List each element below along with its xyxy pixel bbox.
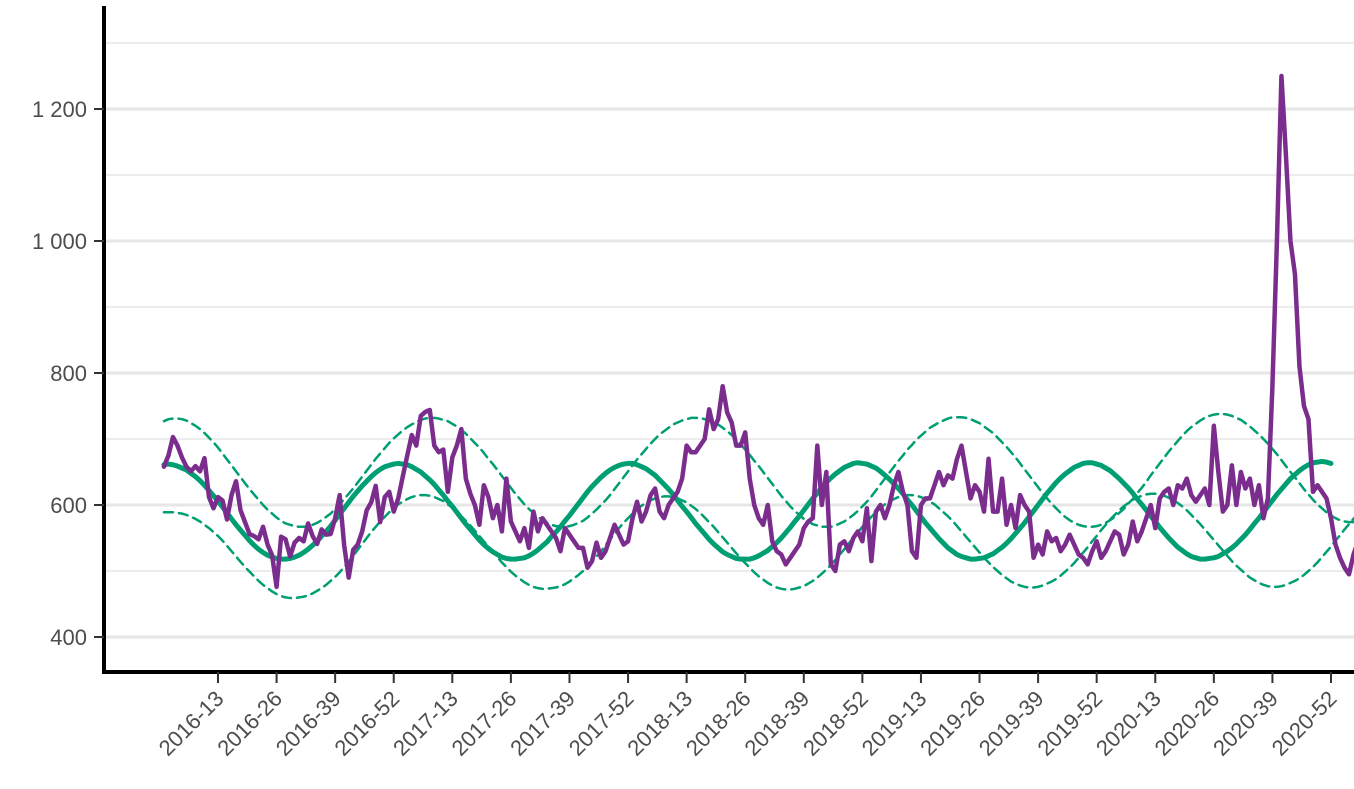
x-tick-label: 2016-39 <box>271 686 346 761</box>
x-tick-label: 2017-39 <box>505 686 580 761</box>
y-axis-ticks: 400 600 800 1 000 1 200 <box>32 97 104 650</box>
x-tick-label: 2019-39 <box>974 686 1049 761</box>
y-tick-label: 600 <box>50 493 87 518</box>
x-tick-label: 2019-13 <box>857 686 932 761</box>
y-tick-label: 1 200 <box>32 97 87 122</box>
x-axis-ticks: 2016-132016-262016-392016-522017-132017-… <box>154 672 1342 761</box>
x-tick-label: 2019-52 <box>1032 686 1107 761</box>
x-tick-label: 2017-26 <box>447 686 522 761</box>
baseline-series-line <box>161 458 1334 562</box>
x-tick-label: 2016-52 <box>329 686 404 761</box>
axes <box>102 6 1354 674</box>
x-tick-label: 2018-39 <box>740 686 815 761</box>
y-tick-label: 400 <box>50 625 87 650</box>
x-tick-label: 2017-13 <box>388 686 463 761</box>
x-tick-label: 2018-52 <box>798 686 873 761</box>
y-tick-label: 800 <box>50 361 87 386</box>
x-tick-label: 2020-26 <box>1150 686 1225 761</box>
upper-series-line <box>162 412 1354 529</box>
observed-series-line <box>161 73 1354 590</box>
x-tick-label: 2016-26 <box>212 686 287 761</box>
x-tick-label: 2018-26 <box>681 686 756 761</box>
x-tick-label: 2018-13 <box>622 686 697 761</box>
major-gridlines <box>104 107 1354 639</box>
x-tick-label: 2020-13 <box>1091 686 1166 761</box>
x-tick-label: 2017-52 <box>564 686 639 761</box>
series-layer <box>161 73 1354 600</box>
minor-gridlines <box>104 42 1354 572</box>
x-tick-label: 2019-26 <box>915 686 990 761</box>
x-tick-label: 2020-52 <box>1267 686 1342 761</box>
y-tick-label: 1 000 <box>32 229 87 254</box>
x-tick-label: 2016-13 <box>154 686 229 761</box>
x-tick-label: 2020-39 <box>1208 686 1283 761</box>
